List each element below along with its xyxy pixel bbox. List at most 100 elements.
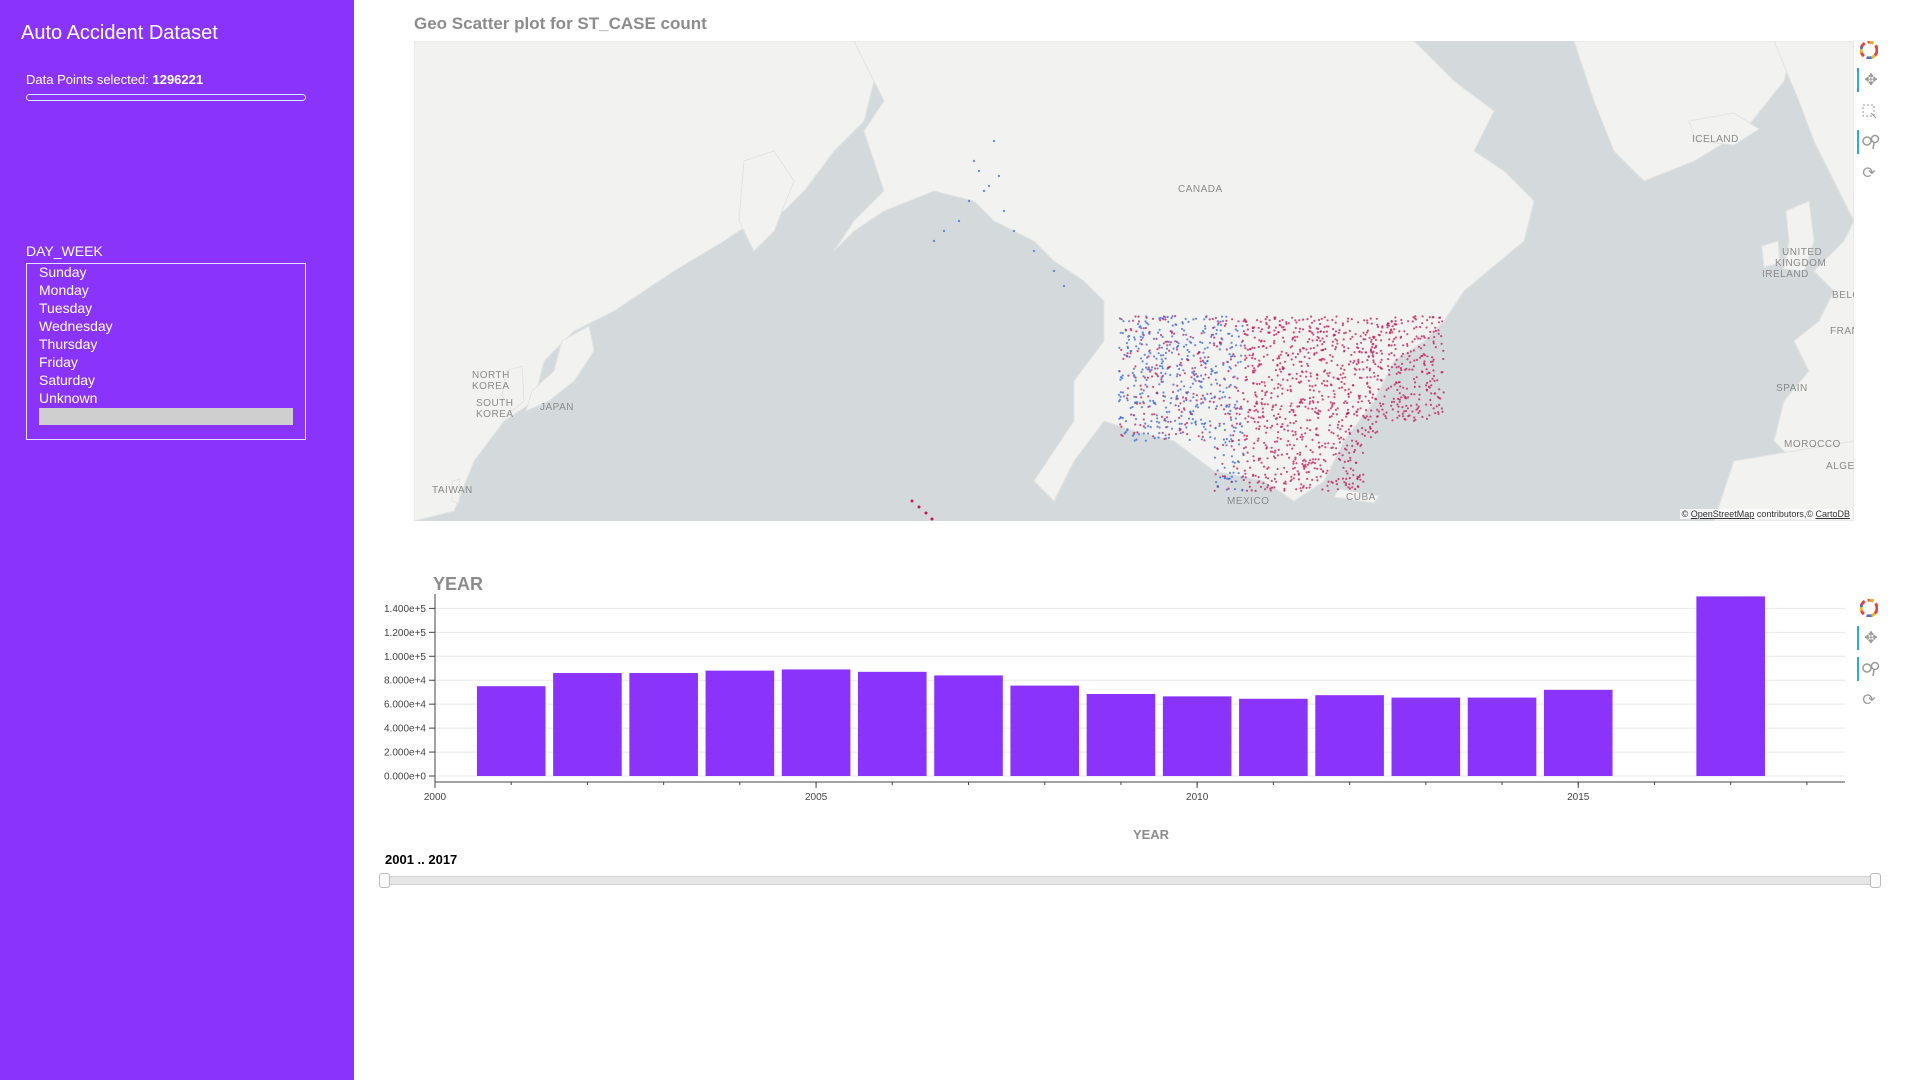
accident-point	[1293, 473, 1296, 476]
accident-point	[1165, 437, 1168, 440]
accident-point	[1245, 434, 1248, 438]
accident-point	[1157, 436, 1160, 439]
accident-point	[1422, 335, 1425, 338]
accident-point	[1257, 427, 1261, 431]
geo-scatter-map[interactable]: CANADA ICELAND UNITED KINGDOM IRELAND BE…	[414, 41, 1854, 521]
accident-point	[1296, 352, 1300, 356]
accident-point	[1289, 404, 1292, 408]
accident-point	[1187, 391, 1190, 394]
accident-point	[1290, 478, 1293, 481]
accident-point	[1313, 353, 1316, 356]
accident-point	[1309, 400, 1312, 403]
accident-point	[1278, 368, 1281, 371]
accident-point	[1299, 350, 1302, 353]
accident-point	[1230, 445, 1233, 448]
accident-point	[1391, 419, 1394, 422]
accident-point	[1166, 344, 1169, 347]
cartodb-link[interactable]: CartoDB	[1815, 509, 1850, 519]
day-week-option[interactable]: Monday	[39, 282, 89, 298]
day-week-option[interactable]: Wednesday	[39, 318, 113, 334]
bokeh-logo-icon[interactable]	[1857, 38, 1881, 62]
accident-point	[1222, 443, 1225, 447]
accident-point	[1239, 360, 1242, 363]
accident-point	[1319, 453, 1322, 456]
accident-point	[1405, 387, 1408, 390]
day-week-option[interactable]: Sunday	[39, 264, 87, 280]
accident-point	[1271, 408, 1274, 411]
reset-icon[interactable]: ⟳	[1862, 165, 1876, 182]
accident-point	[1158, 421, 1161, 424]
accident-point	[1174, 419, 1177, 422]
pan-icon[interactable]: ✥	[1857, 68, 1883, 92]
accident-point	[1133, 336, 1136, 339]
pan-icon[interactable]: ✥	[1857, 626, 1883, 650]
range-slider-start-handle[interactable]	[379, 873, 390, 888]
accident-point	[1214, 407, 1217, 410]
accident-point	[1123, 353, 1126, 356]
accident-point	[1162, 391, 1165, 394]
accident-point	[1175, 375, 1179, 378]
accident-point	[1142, 400, 1145, 403]
accident-point	[1341, 454, 1344, 457]
day-week-option[interactable]: Unknown	[39, 390, 98, 406]
wheel-zoom-icon[interactable]	[1857, 130, 1883, 154]
day-week-option[interactable]: Friday	[39, 354, 78, 370]
accident-point	[1306, 364, 1310, 367]
accident-point	[1235, 412, 1238, 415]
year-bar-chart[interactable]: 0.000e+02.000e+44.000e+46.000e+48.000e+4…	[370, 594, 1870, 854]
iceland-land	[1688, 112, 1760, 146]
accident-point	[1442, 357, 1445, 361]
bar-2011	[1239, 698, 1308, 777]
accident-point	[1330, 431, 1333, 434]
accident-point	[1136, 350, 1139, 353]
bar-2002	[553, 673, 622, 777]
box-select-icon[interactable]	[1857, 99, 1881, 123]
accident-point	[1441, 320, 1444, 323]
accident-point	[1365, 415, 1368, 418]
accident-point	[1180, 422, 1183, 425]
day-week-option-empty[interactable]	[39, 408, 293, 425]
accident-point	[1264, 444, 1267, 447]
accident-point	[1355, 363, 1358, 366]
range-slider-end-handle[interactable]	[1870, 873, 1881, 888]
year-range-slider[interactable]	[379, 873, 1881, 888]
accident-point	[1221, 320, 1225, 323]
accident-point	[1426, 372, 1429, 375]
day-week-option[interactable]: Thursday	[39, 336, 98, 352]
accident-point	[1371, 345, 1374, 349]
accident-point	[1218, 424, 1221, 428]
accident-point	[1301, 462, 1304, 466]
accident-point	[1171, 315, 1174, 318]
accident-point	[1219, 329, 1222, 332]
day-week-option[interactable]: Tuesday	[39, 300, 93, 316]
bokeh-logo-icon[interactable]	[1857, 596, 1881, 620]
accident-point	[1260, 363, 1263, 366]
accident-point	[1317, 458, 1320, 461]
accident-point	[1300, 364, 1303, 368]
accident-point	[1272, 414, 1276, 417]
accident-point	[1307, 407, 1310, 410]
osm-link[interactable]: OpenStreetMap	[1690, 509, 1755, 519]
accident-point	[1281, 318, 1284, 322]
accident-point	[1425, 417, 1429, 420]
accident-point	[1314, 384, 1317, 387]
accident-point	[1165, 347, 1169, 350]
accident-point	[1354, 461, 1357, 464]
accident-point	[1334, 452, 1337, 456]
accident-point	[1352, 473, 1355, 477]
accident-point	[1233, 385, 1236, 388]
accident-point	[1314, 410, 1317, 413]
day-week-option[interactable]: Saturday	[39, 372, 96, 388]
accident-point	[1127, 374, 1130, 377]
accident-point	[1266, 403, 1269, 406]
accident-point	[1257, 416, 1260, 419]
wheel-zoom-icon[interactable]	[1857, 657, 1883, 681]
accident-point	[1373, 375, 1376, 378]
accident-point	[1399, 371, 1402, 375]
accident-point	[1228, 353, 1231, 356]
accident-point	[1164, 372, 1167, 375]
reset-icon[interactable]: ⟳	[1862, 692, 1876, 709]
accident-point	[1242, 398, 1246, 401]
day-week-multiselect[interactable]: Sunday Monday Tuesday Wednesday Thursday…	[26, 263, 306, 440]
accident-point	[1315, 433, 1318, 436]
